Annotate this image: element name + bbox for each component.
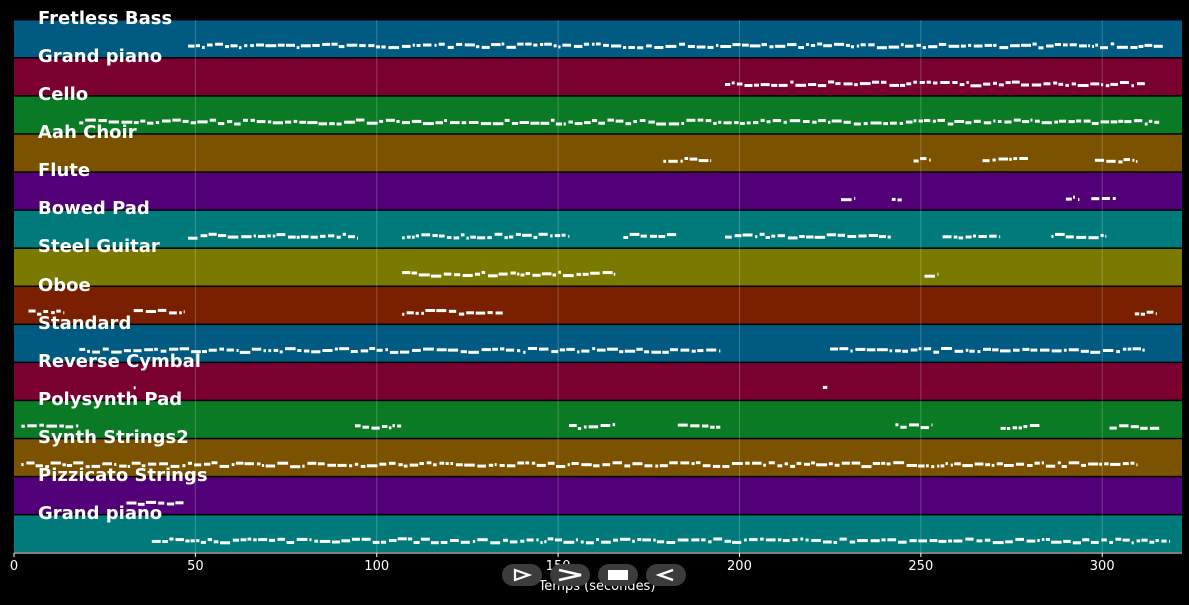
track-lane — [14, 96, 1182, 134]
note-segment — [725, 80, 1145, 88]
note-segment — [1000, 424, 1040, 430]
track-name-label: Steel Guitar — [38, 236, 160, 258]
note-segment — [1065, 195, 1080, 201]
track-name-label: Cello — [38, 84, 89, 106]
track-lane — [14, 248, 1182, 286]
track-name-label: Flute — [38, 160, 91, 182]
track-lane — [14, 134, 1182, 172]
playback-controls — [502, 564, 686, 586]
note-segment — [79, 118, 1160, 126]
track-name-label: Bowed Pad — [38, 198, 150, 220]
track-name-label: Fretless Bass — [38, 8, 173, 29]
stop-square-icon — [608, 570, 628, 580]
track-name-label: Polysynth Pad — [38, 388, 183, 410]
note-segment — [28, 309, 65, 316]
note-segment — [402, 309, 503, 316]
track-lane — [14, 210, 1182, 248]
note-segment — [982, 157, 1028, 163]
x-tick-label: 0 — [9, 559, 19, 574]
track-name-label: Pizzicato Strings — [38, 464, 208, 486]
note-segment — [1051, 232, 1107, 240]
track-lane — [14, 325, 1182, 362]
note-segment — [21, 461, 1138, 469]
note-segment — [188, 232, 358, 240]
track-name-label: Oboe — [38, 274, 91, 296]
track-name-label: Standard — [38, 312, 132, 334]
stop-button[interactable] — [598, 564, 638, 586]
note-segment — [355, 424, 402, 430]
track-name-label: Grand piano — [38, 46, 163, 68]
track-name-label: Reverse Cymbal — [38, 350, 201, 372]
track-lane — [14, 477, 1182, 514]
track-lane — [14, 439, 1182, 476]
note-segment — [942, 234, 1001, 240]
note-segment — [913, 157, 931, 163]
back-button[interactable] — [646, 564, 686, 586]
note-segment — [725, 232, 891, 240]
note-segment — [830, 347, 1145, 354]
track-name-label: Aah Choir — [38, 122, 137, 144]
note-segment — [677, 423, 721, 429]
note-segment — [623, 232, 677, 239]
note-segment — [133, 386, 136, 390]
x-tick-label: 200 — [727, 559, 752, 574]
prev-triangle-icon — [513, 568, 533, 582]
track-lane — [14, 515, 1182, 552]
note-segment — [1091, 197, 1116, 201]
note-segment — [188, 42, 1163, 50]
track-name-label: Grand piano — [38, 502, 163, 524]
back-triangle-icon — [655, 568, 674, 582]
track-name-label: Synth Strings2 — [38, 426, 189, 448]
note-segment — [151, 537, 1171, 545]
note-segment — [1109, 424, 1160, 430]
note-segment — [663, 157, 712, 163]
next-button[interactable] — [550, 564, 590, 586]
track-lane — [14, 363, 1182, 400]
track-lane — [14, 172, 1182, 210]
note-segment — [891, 197, 902, 202]
note-segment — [569, 423, 616, 430]
note-segment — [924, 272, 939, 278]
note-segment — [1094, 158, 1138, 164]
note-segment — [895, 423, 933, 430]
x-tick-label: 250 — [908, 559, 934, 574]
track-lane — [14, 58, 1182, 96]
note-segment — [133, 308, 185, 315]
note-segment — [402, 270, 616, 278]
prev-button[interactable] — [502, 564, 542, 586]
x-tick-label: 100 — [364, 559, 390, 574]
x-tick-label: 50 — [187, 559, 204, 574]
note-segment — [79, 347, 721, 354]
note-segment — [841, 197, 856, 202]
track-lane — [14, 401, 1182, 438]
x-tick-label: 300 — [1089, 559, 1115, 574]
note-segment — [21, 423, 79, 429]
track-lane — [14, 287, 1182, 324]
note-segment — [402, 232, 570, 240]
note-segment — [822, 385, 828, 389]
note-segment — [1134, 310, 1157, 316]
next-chevron-icon — [558, 568, 582, 582]
track-lane — [14, 20, 1182, 58]
note-segment — [126, 500, 184, 506]
